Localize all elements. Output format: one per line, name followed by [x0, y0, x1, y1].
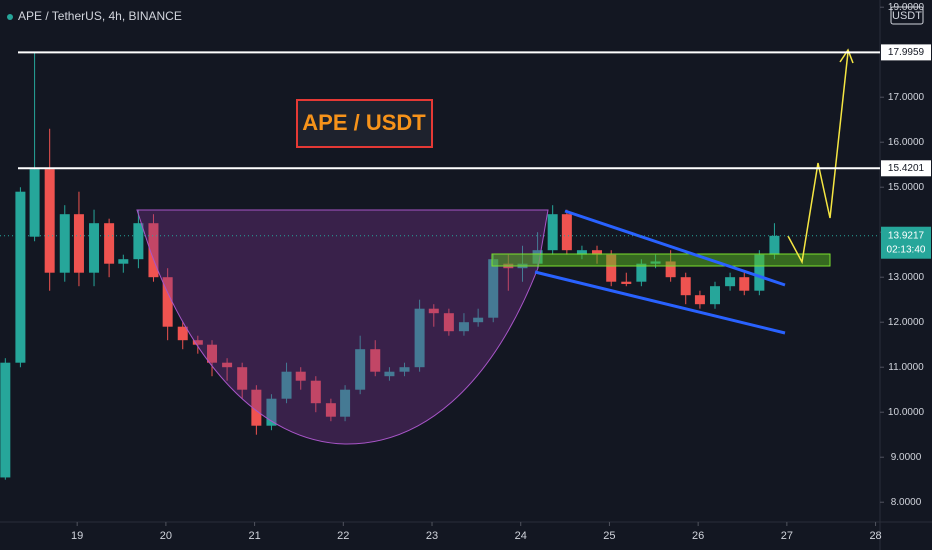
projection-arrow [839, 48, 854, 64]
candle-body [576, 250, 587, 255]
candle-body [458, 322, 469, 332]
x-tick-label: 26 [692, 530, 704, 542]
candle-body [725, 277, 736, 287]
y-tick-label: 11.0000 [888, 362, 924, 373]
candle-body [281, 371, 292, 399]
candle-body [680, 277, 691, 296]
candle-body [710, 286, 720, 305]
projection-path [787, 51, 849, 265]
candle-body [192, 340, 203, 345]
candle-body [73, 214, 84, 273]
candle-body [15, 191, 26, 363]
candle-body [59, 214, 70, 273]
support-zone [491, 253, 831, 267]
candle-body [428, 308, 439, 314]
candle-body [162, 277, 173, 327]
candle-body [473, 317, 484, 323]
candle-body [739, 277, 750, 291]
annotation-box [296, 99, 433, 148]
candle-body [592, 250, 603, 255]
y-tick-label: 13.0000 [888, 272, 925, 283]
candle-body [266, 398, 277, 426]
level-label-box [881, 160, 931, 177]
candle-body [118, 259, 129, 264]
candle-body [384, 371, 395, 377]
level-label: 17.9959 [888, 47, 925, 58]
y-tick-label: 9.0000 [891, 452, 922, 463]
y-axis-label: USDT [892, 10, 922, 22]
candle-body [44, 169, 55, 273]
last-price-label: 13.9217 [888, 230, 925, 241]
candle-body [0, 362, 11, 478]
plot [0, 52, 780, 480]
cup-pattern [136, 209, 549, 445]
level-label: 15.4201 [888, 163, 925, 174]
candle-body [222, 362, 233, 368]
chart-title: APE / TetherUS, 4h, BINANCE [18, 9, 182, 23]
candle-body [694, 295, 705, 305]
x-tick-label: 25 [603, 530, 615, 542]
channel-line [564, 209, 786, 287]
candle-body [177, 326, 188, 341]
candle-body [754, 254, 765, 291]
x-tick-label: 22 [337, 530, 349, 542]
candle-body [148, 223, 159, 278]
candle-body [340, 389, 351, 417]
candle-body [310, 380, 321, 404]
x-tick-label: 19 [71, 530, 83, 542]
candle-body [665, 261, 676, 278]
candle-body [251, 389, 262, 426]
unit-box [890, 6, 924, 25]
candle-body [443, 313, 454, 332]
candle-body [606, 254, 617, 282]
x-tick-label: 21 [248, 530, 260, 542]
x-tick-label: 27 [781, 530, 793, 542]
candle-body [104, 223, 115, 264]
candle-body [769, 235, 780, 255]
y-tick-label: 15.0000 [888, 182, 925, 193]
candle-body [295, 371, 306, 381]
channel-line [534, 270, 786, 335]
candle-body [237, 367, 248, 390]
y-tick-label: 19.0000 [888, 2, 925, 13]
countdown-label: 02:13:40 [887, 244, 926, 255]
candle-body [547, 214, 558, 251]
annotation: APE / USDT [302, 110, 426, 135]
y-tick-label: 10.0000 [888, 407, 925, 418]
last-price-box [881, 226, 931, 259]
candle-body [89, 223, 100, 273]
y-tick-label: 8.0000 [891, 497, 922, 508]
y-tick-label: 17.0000 [888, 92, 925, 103]
candle-body [133, 223, 144, 260]
level-label-box [881, 44, 931, 61]
x-tick-label: 28 [869, 530, 881, 542]
y-tick-label: 12.0000 [888, 317, 925, 328]
x-tick-label: 23 [426, 530, 438, 542]
candle-body [370, 349, 381, 372]
candle-body [399, 367, 410, 372]
candle-body [207, 344, 218, 363]
candle-body [414, 308, 425, 368]
candle-body [29, 169, 40, 237]
candle-body [561, 214, 572, 251]
x-tick-label: 24 [515, 530, 527, 542]
candle-body [325, 403, 336, 417]
x-tick-label: 20 [160, 530, 172, 542]
candle-body [488, 259, 499, 318]
candle-body [636, 263, 647, 282]
y-tick-label: 16.0000 [888, 137, 925, 148]
candle-body [621, 281, 632, 284]
candle-body [355, 349, 366, 390]
status-dot [7, 14, 13, 20]
